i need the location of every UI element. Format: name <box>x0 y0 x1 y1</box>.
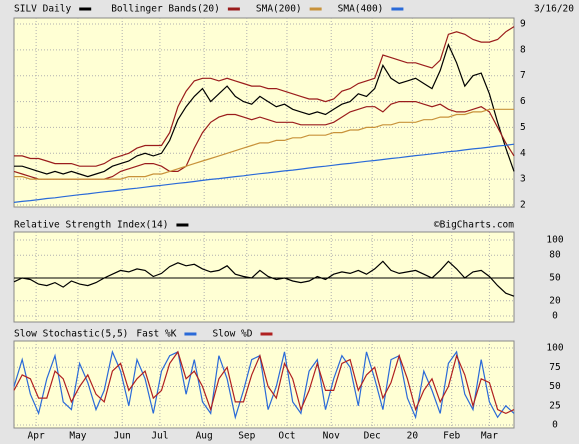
series-line <box>13 260 515 297</box>
x-tick-label: Sep <box>238 431 255 442</box>
y-tick-label: 100 <box>546 235 563 246</box>
legend-label: SMA(200) <box>256 4 302 15</box>
series-line <box>13 350 515 415</box>
series-line <box>13 143 515 203</box>
x-tick-label: Jul <box>151 431 168 442</box>
y-tick-label: 20 <box>549 295 561 306</box>
x-tick-label: Jun <box>114 431 131 442</box>
y-tick-label: 9 <box>520 19 526 30</box>
x-tick-label: Aug <box>196 431 213 442</box>
panel-title: SILV Daily <box>14 4 71 15</box>
legend-label: SMA(400) <box>338 4 384 15</box>
y-tick-label: 0 <box>552 311 558 322</box>
series-line <box>14 26 515 167</box>
panel-title: Slow Stochastic(5,5) <box>14 329 128 340</box>
x-tick-label: Dec <box>364 431 381 442</box>
x-tick-label: 20 <box>407 431 419 442</box>
y-tick-label: 80 <box>549 250 561 261</box>
x-tick-label: May <box>69 431 86 442</box>
series-line <box>14 43 515 178</box>
x-tick-label: Mar <box>481 431 498 442</box>
legend-label: Bollinger Bands(20) <box>111 4 220 15</box>
series-line <box>14 108 514 180</box>
y-tick-label: 4 <box>520 148 526 159</box>
x-tick-label: Apr <box>28 431 45 442</box>
y-tick-label: 5 <box>520 122 526 133</box>
y-tick-label: 8 <box>520 44 526 55</box>
x-tick-label: Oct <box>278 431 295 442</box>
x-tick-label: Nov <box>323 431 340 442</box>
plot-area <box>13 231 515 323</box>
y-tick-label: 75 <box>549 362 560 373</box>
legend-label: Fast %K <box>136 329 176 340</box>
y-tick-label: 50 <box>549 381 561 392</box>
series-line <box>13 349 515 420</box>
legend-label: Slow %D <box>212 329 252 340</box>
y-tick-label: 2 <box>520 200 526 211</box>
source-label: ©BigCharts.com <box>434 220 514 231</box>
panel-title: Relative Strength Index(14) <box>14 220 168 231</box>
y-tick-label: 6 <box>520 96 526 107</box>
y-tick-label: 7 <box>520 70 526 81</box>
y-tick-label: 3 <box>520 174 526 185</box>
y-tick-label: 25 <box>549 400 560 411</box>
chart-date: 3/16/20 <box>534 4 574 15</box>
y-tick-label: 100 <box>546 343 563 354</box>
y-tick-label: 0 <box>552 420 558 431</box>
x-tick-label: Feb <box>443 431 460 442</box>
y-tick-label: 50 <box>549 273 561 284</box>
